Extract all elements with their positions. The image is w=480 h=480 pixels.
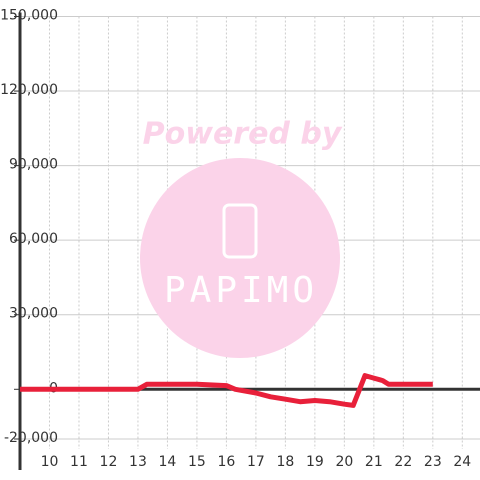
x-tick-label: 20 [335, 454, 353, 470]
y-tick-label: 60,000 [9, 231, 58, 247]
x-tick-label: 15 [188, 454, 206, 470]
x-tick-label: 23 [424, 454, 442, 470]
watermark-text: Powered by [143, 117, 343, 152]
x-tick-label: 10 [41, 454, 59, 470]
x-tick-label: 22 [394, 454, 412, 470]
watermark-text: PAPIMO [164, 270, 318, 311]
x-tick-label: 18 [276, 454, 294, 470]
watermark-icon [222, 203, 258, 259]
y-tick-label: 120,000 [0, 82, 58, 98]
y-tick-label: 90,000 [9, 157, 58, 173]
x-tick-label: 21 [365, 454, 383, 470]
x-tick-label: 14 [159, 454, 177, 470]
x-tick-label: 16 [217, 454, 235, 470]
x-tick-label: 17 [247, 454, 265, 470]
x-tick-label: 19 [306, 454, 324, 470]
y-tick-label: 150,000 [0, 8, 58, 24]
x-tick-label: 11 [70, 454, 88, 470]
y-tick-label: 30,000 [9, 306, 58, 322]
x-tick-label: 13 [129, 454, 147, 470]
x-tick-label: 24 [453, 454, 471, 470]
data-line [20, 373, 433, 408]
y-tick-label: -20,000 [4, 430, 58, 446]
x-tick-label: 12 [100, 454, 118, 470]
